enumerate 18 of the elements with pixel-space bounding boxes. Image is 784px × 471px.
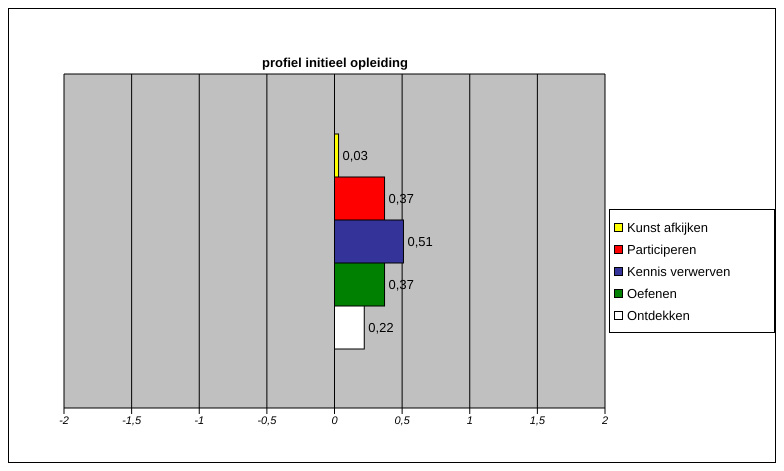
x-tick-label: 1 — [466, 414, 473, 427]
legend-label: Ontdekken — [627, 308, 690, 322]
x-tick-label: 0 — [331, 414, 338, 427]
x-tick-label: 2 — [600, 414, 608, 427]
x-tick-label: -1,5 — [122, 414, 142, 427]
data-label: 0,51 — [407, 234, 433, 250]
legend-label: Kennis verwerven — [627, 264, 730, 278]
x-tick-label: 0,5 — [394, 414, 411, 427]
x-tick-label: -2 — [59, 414, 69, 427]
legend-label: Oefenen — [627, 286, 677, 300]
x-tick-label: -0,5 — [257, 414, 278, 427]
data-label: 0,03 — [342, 148, 368, 164]
legend-label: Participeren — [627, 242, 696, 256]
data-label: 0,22 — [368, 320, 394, 336]
legend-label: Kunst afkijken — [627, 220, 708, 234]
x-tick-label: -1 — [194, 414, 204, 427]
x-tick-label: 1,5 — [530, 414, 546, 427]
chart-title: profiel initieel opleiding — [261, 55, 409, 70]
